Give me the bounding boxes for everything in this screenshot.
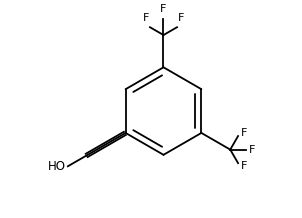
Text: F: F xyxy=(249,145,255,155)
Text: HO: HO xyxy=(48,160,66,173)
Text: F: F xyxy=(241,161,247,171)
Text: F: F xyxy=(241,128,247,138)
Text: F: F xyxy=(160,4,167,14)
Text: F: F xyxy=(143,14,149,24)
Text: F: F xyxy=(178,14,184,24)
